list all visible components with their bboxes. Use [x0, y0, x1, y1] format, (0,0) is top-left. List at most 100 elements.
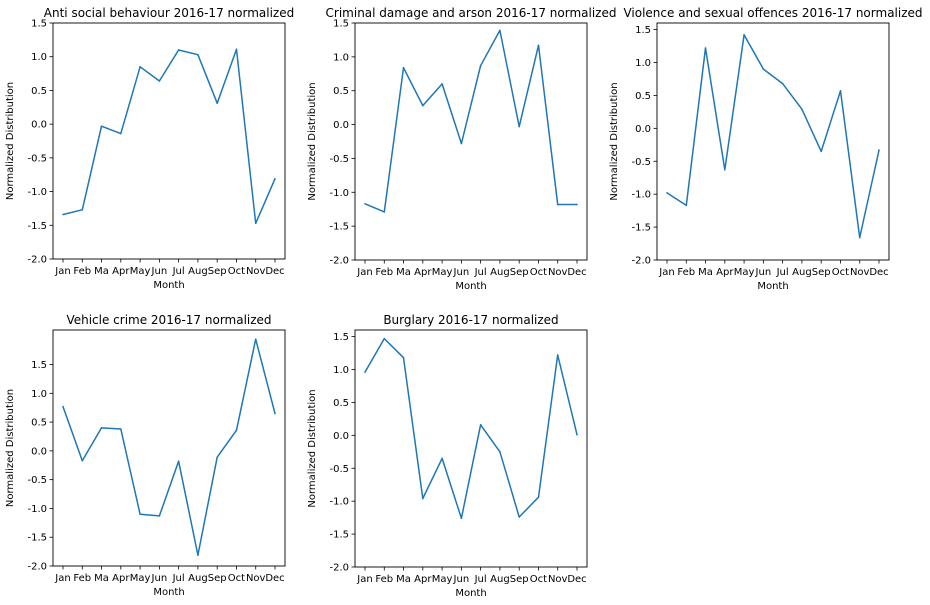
chart-title: Anti social behaviour 2016-17 normalized [44, 6, 294, 20]
y-tick-label: 0.0 [333, 120, 349, 131]
x-tick-label: Jan [356, 574, 372, 585]
y-tick-label: 1.0 [31, 52, 47, 63]
x-axis-label: Month [757, 281, 788, 292]
x-tick-label: Dec [567, 267, 586, 278]
y-tick-label: -0.5 [27, 153, 47, 164]
chart-title: Burglary 2016-17 normalized [383, 313, 558, 327]
data-point [197, 53, 199, 56]
data-point [460, 142, 463, 145]
y-tick-label: -0.5 [329, 464, 349, 475]
x-tick-label: Dec [265, 573, 284, 584]
x-tick-label: Ma [94, 573, 109, 584]
subplot-4: Vehicle crime 2016-17 normalized -2.0 -1.5… [5, 313, 286, 598]
x-tick-label: Ma [396, 574, 411, 585]
x-tick-label: Apr [414, 267, 432, 278]
data-point [537, 496, 540, 499]
y-tick-label: 0.0 [31, 446, 47, 457]
x-tick-label: Jan [54, 573, 70, 584]
y-tick-label: -0.5 [27, 475, 47, 486]
y-tick-label: 1.5 [635, 25, 651, 36]
x-tick-label: Feb [73, 266, 91, 277]
x-tick-label: Jul [776, 267, 789, 278]
x-tick-label: Ma [94, 266, 109, 277]
x-tick-label: Oct [832, 267, 849, 278]
series-line [62, 48, 276, 225]
data-point [685, 204, 688, 207]
x-tick-label: Sep [208, 573, 227, 584]
y-tick-label: -1.5 [27, 221, 47, 232]
y-tick-label: 0.5 [31, 418, 47, 429]
x-tick-label: Aug [490, 267, 510, 278]
data-point [537, 44, 540, 47]
x-tick-label: Jan [356, 267, 372, 278]
y-tick-label: -0.5 [329, 154, 349, 165]
x-tick-label: Nov [246, 266, 266, 277]
data-point [81, 208, 84, 211]
y-axis-label: Normalized Distribution [5, 82, 16, 200]
x-tick-label: May [130, 573, 151, 584]
data-point [216, 102, 218, 105]
x-tick-label: Jul [474, 267, 487, 278]
y-tick-label: 1.5 [333, 19, 349, 30]
data-point [801, 108, 803, 111]
x-tick-label: Jun [151, 573, 168, 584]
x-tick-label: May [734, 267, 755, 278]
y-tick-label: 1.5 [31, 360, 47, 371]
x-tick-label: May [432, 574, 453, 585]
x-axis-label: Month [153, 587, 184, 598]
data-point [422, 497, 424, 500]
x-axis-label: Month [153, 280, 184, 291]
data-point [100, 125, 103, 127]
data-point [666, 192, 668, 194]
data-point [139, 66, 141, 68]
x-tick-label: Nov [548, 574, 568, 585]
x-tick-label: Jul [172, 266, 185, 277]
x-tick-label: Jun [453, 574, 470, 585]
data-point [878, 149, 880, 151]
data-point [518, 516, 520, 518]
series-line [62, 338, 276, 556]
x-tick-label: Oct [228, 573, 245, 584]
data-point [274, 412, 276, 415]
y-tick-label: -2.0 [27, 562, 47, 573]
data-point [743, 34, 745, 36]
data-point [781, 82, 784, 85]
data-point [364, 371, 366, 373]
y-tick-label: 1.0 [333, 52, 349, 63]
data-point [364, 202, 366, 205]
y-tick-label: -2.0 [329, 256, 349, 267]
x-tick-label: Jun [151, 266, 168, 277]
data-point [499, 450, 501, 453]
y-tick-label: -2.0 [27, 255, 47, 266]
data-point [556, 203, 559, 206]
x-tick-label: Sep [208, 266, 227, 277]
data-point [100, 427, 103, 429]
subplot-1: Anti social behaviour 2016-17 normalized… [5, 6, 294, 291]
x-tick-label: Jun [453, 267, 470, 278]
y-axis-label: Normalized Distribution [307, 389, 318, 507]
x-tick-label: Nov [850, 267, 870, 278]
y-tick-label: -1.0 [329, 497, 349, 508]
data-point [120, 428, 122, 430]
data-point [576, 433, 578, 436]
chart-title: Violence and sexual offences 2016-17 nor… [623, 6, 922, 20]
data-point [120, 132, 122, 135]
x-tick-label: Aug [188, 266, 208, 277]
x-tick-label: Oct [530, 574, 547, 585]
y-tick-label: 0.0 [635, 124, 651, 135]
y-tick-label: -1.0 [631, 190, 651, 201]
data-point [81, 459, 84, 462]
data-point [158, 515, 161, 517]
x-tick-label: Dec [265, 266, 284, 277]
y-tick-label: 0.5 [333, 86, 349, 97]
x-tick-label: Oct [228, 266, 245, 277]
data-point [62, 405, 64, 408]
x-axis-label: Month [455, 281, 486, 292]
x-tick-label: Apr [112, 266, 130, 277]
y-tick-label: 0.0 [333, 431, 349, 442]
x-tick-label: Feb [375, 267, 393, 278]
data-point [197, 554, 199, 556]
y-tick-label: 0.5 [333, 398, 349, 409]
y-tick-label: -1.5 [329, 222, 349, 233]
